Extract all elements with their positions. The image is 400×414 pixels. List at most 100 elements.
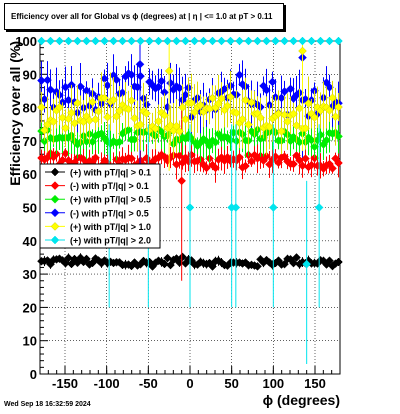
data-point [253, 261, 262, 271]
y-tick-label: 90 [23, 67, 37, 82]
data-point [91, 153, 100, 163]
x-tick-label: -150 [52, 376, 78, 391]
y-tick-label: 70 [23, 134, 37, 149]
data-point [316, 36, 325, 46]
timestamp: Wed Sep 18 16:32:59 2024 [4, 401, 91, 408]
data-point [163, 36, 172, 46]
x-tick-label: 50 [224, 376, 238, 391]
legend-entry: (+) with pT/|q| > 1.0 [70, 222, 151, 232]
data-point [280, 36, 289, 46]
axis-ticks: 0 10 20 30 40 50 60 70 80 90 100 -150 -100 -50 0 50 100 1… [15, 34, 333, 391]
data-point [190, 36, 199, 46]
data-point [91, 36, 100, 46]
x-tick-label: 150 [304, 376, 326, 391]
data-point [127, 154, 136, 163]
data-point [307, 36, 316, 46]
data-point [52, 149, 61, 159]
y-tick-label: 10 [23, 334, 37, 349]
data-point [177, 176, 187, 186]
data-point [302, 259, 312, 269]
x-tick-label: -100 [94, 376, 120, 391]
data-point [241, 161, 250, 171]
data-point [226, 92, 235, 102]
y-axis-label: Efficiency over all (%) [7, 41, 23, 186]
data-point [73, 36, 82, 46]
data-point [142, 109, 151, 118]
data-point [55, 36, 64, 46]
data-point [178, 252, 187, 262]
data-point [280, 87, 289, 96]
data-point [226, 36, 235, 46]
data-point [217, 36, 226, 46]
data-point [244, 36, 253, 46]
data-point [64, 253, 73, 263]
data-point [262, 36, 271, 46]
data-point [109, 36, 118, 46]
data-point [289, 159, 298, 169]
data-point [231, 203, 241, 212]
y-tick-label: 80 [23, 101, 37, 116]
data-point [154, 36, 163, 46]
legend-marker [50, 235, 60, 245]
data-point [185, 203, 195, 212]
y-tick-label: 40 [23, 234, 37, 249]
legend-entry: (-) with pT/|q| > 0.5 [70, 208, 149, 218]
data-point [135, 59, 145, 69]
data-point [100, 93, 109, 103]
title-box: Efficiency over all for Global vs ϕ (deg… [4, 3, 284, 30]
data-point [46, 36, 55, 46]
data-point [325, 36, 334, 46]
legend-marker [50, 208, 60, 218]
x-tick-label: -50 [139, 376, 158, 391]
data-point [164, 66, 174, 76]
data-point [314, 203, 324, 212]
data-point [145, 36, 154, 46]
data-point [334, 102, 343, 112]
y-tick-label: 100 [15, 34, 37, 49]
data-point [325, 256, 334, 266]
data-point [127, 36, 136, 46]
y-tick-label: 30 [23, 267, 37, 282]
x-tick-label: 0 [186, 376, 193, 391]
data-points [37, 36, 343, 365]
data-point [127, 96, 136, 106]
data-point [70, 118, 79, 128]
legend-marker [50, 222, 60, 231]
data-point [289, 258, 298, 268]
x-tick-label: 100 [262, 376, 284, 391]
data-point [172, 36, 181, 46]
data-point [328, 163, 337, 173]
series-4 [37, 41, 343, 171]
data-point [235, 36, 244, 46]
legend-marker [50, 181, 60, 190]
legend-marker [50, 167, 60, 177]
data-point [82, 36, 91, 46]
data-point [334, 158, 343, 168]
data-point [88, 97, 97, 107]
data-point [298, 36, 307, 46]
legend-box [39, 163, 161, 249]
data-point [253, 36, 262, 46]
data-point [160, 259, 169, 269]
y-tick-label: 60 [23, 167, 37, 182]
legend-entry: (+) with pT/|q| > 2.0 [70, 236, 151, 246]
legend: (+) with pT/|q| > 0.1 (-) with pT/|q| > 0… [39, 163, 161, 249]
legend-entry: (+) with pT/|q| > 0.5 [70, 195, 151, 205]
y-tick-label: 50 [23, 201, 37, 216]
data-point [199, 36, 208, 46]
data-point [268, 203, 278, 212]
data-point [64, 36, 73, 46]
data-point [271, 36, 280, 46]
data-point [298, 46, 307, 56]
data-point [289, 36, 298, 46]
data-point [82, 254, 91, 264]
legend-marker [50, 194, 60, 204]
data-point [181, 36, 190, 46]
data-point [100, 36, 109, 46]
y-tick-label: 20 [23, 300, 37, 315]
data-point [118, 36, 127, 46]
x-axis-label: ϕ (degrees) [263, 392, 340, 408]
data-point [244, 120, 253, 130]
y-tick-label: 0 [30, 367, 37, 382]
